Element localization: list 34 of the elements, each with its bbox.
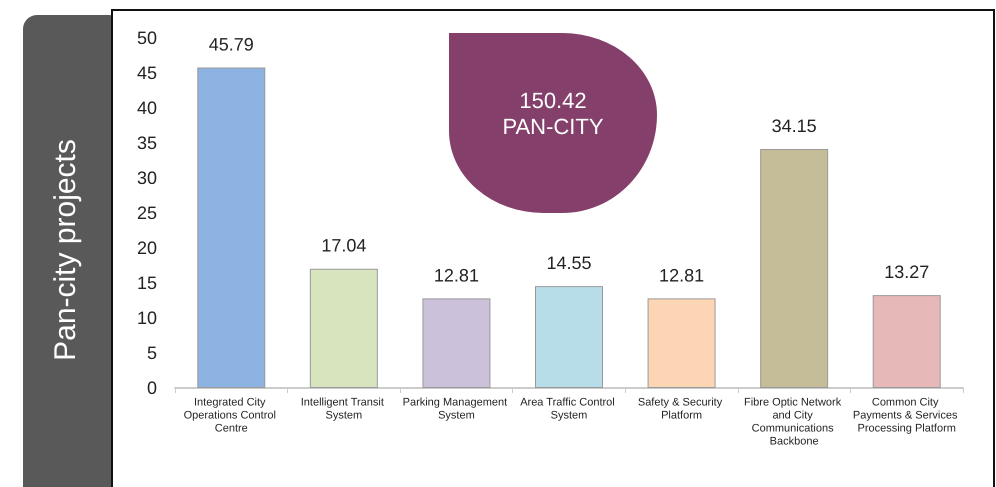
y-tick-label: 25 [136, 203, 157, 223]
data-label: 12.81 [659, 265, 704, 286]
y-tick-label: 40 [136, 98, 157, 118]
y-tick-label: 20 [136, 238, 157, 258]
y-tick-label: 35 [136, 133, 157, 153]
bar [535, 286, 603, 388]
annotation: 150.42 PAN-CITY [501, 88, 605, 140]
data-label: 34.15 [772, 116, 817, 136]
y-tick-label: 45 [136, 63, 157, 83]
x-tick-label: Common City Payments & Services Processing Platform [852, 396, 961, 434]
data-label: 12.81 [434, 265, 479, 286]
x-tick-label: Area Traffic Control System [520, 396, 618, 422]
x-tick-label: Intelligent Transit System [300, 396, 387, 422]
bar [197, 67, 266, 388]
y-tick-label: 30 [136, 168, 157, 188]
x-tick-label: Integrated City Operations Control Centre [184, 396, 279, 434]
y-tick-label: 10 [136, 308, 157, 328]
x-tick-label: Fibre Optic Network and City Communications Backbone [744, 396, 844, 448]
x-tick-label: Safety & Security Platform [638, 396, 726, 422]
y-axis-title: Pan-city projects [49, 139, 83, 361]
bar [422, 298, 490, 388]
y-tick-label: 50 [136, 28, 157, 48]
y-tick-label: 5 [146, 343, 157, 363]
x-tick-label: Parking Management System [402, 396, 510, 422]
data-label: 13.27 [884, 262, 930, 282]
bar [872, 295, 941, 388]
y-tick-label: 0 [146, 378, 157, 398]
bar [310, 268, 378, 388]
bar [760, 148, 828, 388]
y-tick-label: 15 [136, 273, 157, 293]
bar [648, 298, 716, 388]
data-label: 45.79 [208, 34, 254, 54]
data-label: 14.55 [546, 253, 592, 274]
data-label: 17.04 [321, 236, 366, 256]
